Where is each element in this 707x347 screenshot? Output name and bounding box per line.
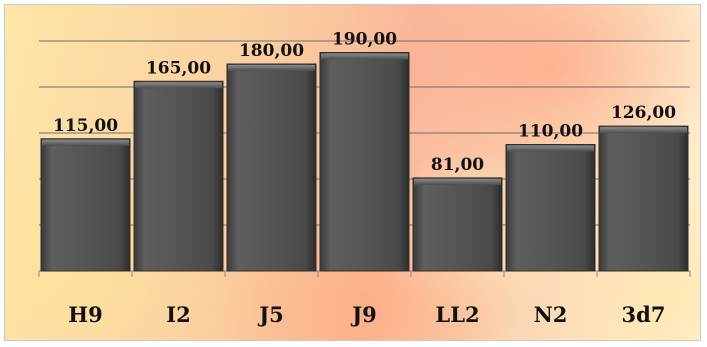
data-label: 110,00 bbox=[518, 122, 583, 142]
x-tick-label: J9 bbox=[350, 302, 377, 327]
bar-body bbox=[412, 177, 503, 272]
data-label: 165,00 bbox=[146, 58, 211, 78]
data-label: 190,00 bbox=[332, 30, 397, 50]
bar-bevel bbox=[507, 145, 594, 152]
bar-body bbox=[40, 138, 131, 272]
bar-bevel bbox=[321, 53, 408, 60]
bar-bevel bbox=[414, 178, 501, 185]
bar-body bbox=[598, 125, 689, 272]
category-axis: H9 I2 J5 J9 LL2 N2 3d7 bbox=[38, 271, 691, 327]
bars bbox=[40, 52, 689, 272]
bar-3d7 bbox=[598, 125, 689, 272]
bar-J5 bbox=[226, 63, 317, 272]
bar-LL2 bbox=[412, 177, 503, 272]
data-label: 126,00 bbox=[611, 103, 676, 123]
x-tick-label: J5 bbox=[257, 302, 284, 327]
bar-J9 bbox=[319, 52, 410, 272]
bar-bevel bbox=[600, 127, 687, 134]
bar-bevel bbox=[228, 65, 315, 71]
bar-I2 bbox=[133, 80, 224, 272]
bar-chart: 115,00 165,00 180,00 190,00 81,00 110,00 126,0… bbox=[38, 30, 691, 327]
data-label: 81,00 bbox=[431, 155, 484, 175]
chart-frame: 115,00 165,00 180,00 190,00 81,00 110,00 126,0… bbox=[4, 4, 701, 341]
bar-H9 bbox=[40, 138, 131, 272]
bar-body bbox=[133, 80, 224, 272]
x-tick-label: H9 bbox=[68, 302, 102, 327]
x-tick-label: I2 bbox=[166, 302, 190, 327]
bar-body bbox=[505, 144, 596, 272]
bar-body bbox=[319, 52, 410, 272]
data-labels: 115,00 165,00 180,00 190,00 81,00 110,00 126,0… bbox=[53, 30, 676, 175]
bar-bevel bbox=[42, 139, 129, 146]
bar-N2 bbox=[505, 144, 596, 272]
bar-body bbox=[226, 63, 317, 272]
data-label: 180,00 bbox=[239, 41, 304, 61]
x-tick-label: LL2 bbox=[435, 302, 479, 327]
x-tick-label: N2 bbox=[534, 302, 568, 327]
data-label: 115,00 bbox=[53, 116, 118, 136]
bar-bevel bbox=[135, 82, 222, 89]
x-tick-label: 3d7 bbox=[622, 302, 666, 327]
